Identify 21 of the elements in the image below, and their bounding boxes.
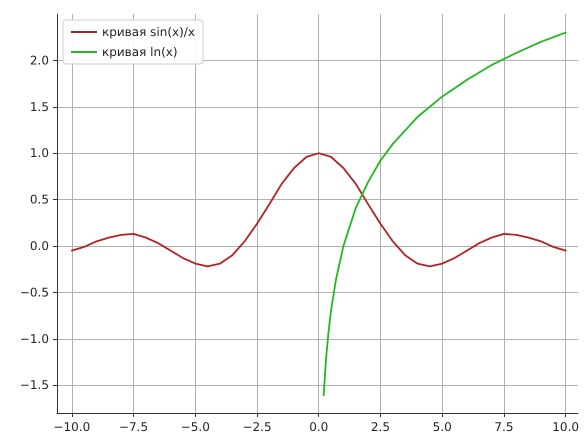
- legend-label: кривая ln(x): [102, 45, 178, 59]
- y-tick-label: −1.0: [20, 332, 49, 346]
- x-tick-label: 2.5: [370, 420, 390, 434]
- y-tick-label: 2.0: [30, 53, 49, 68]
- x-tick-label: −2.5: [242, 420, 272, 434]
- x-tick-label: −10.0: [53, 420, 90, 434]
- line-series: [70, 152, 567, 268]
- x-tick-label: −7.5: [118, 420, 148, 434]
- y-tick-label: −0.5: [20, 285, 49, 300]
- y-tick-label: 0.0: [30, 238, 49, 253]
- y-tick-label: −1.5: [20, 378, 49, 392]
- x-tick-label: −5.0: [180, 420, 210, 434]
- x-tick-label: 5.0: [432, 420, 452, 434]
- x-tick-label: 0.0: [309, 420, 328, 434]
- x-tick-label: 7.5: [494, 420, 514, 434]
- x-tick-label: 10.0: [552, 420, 580, 434]
- y-tick-label: 1.5: [30, 100, 49, 114]
- legend-label: кривая sin(x)/x: [102, 25, 195, 39]
- y-tick-label: 0.5: [30, 192, 49, 207]
- line-series: [322, 32, 567, 396]
- y-tick-label: 1.0: [30, 146, 49, 160]
